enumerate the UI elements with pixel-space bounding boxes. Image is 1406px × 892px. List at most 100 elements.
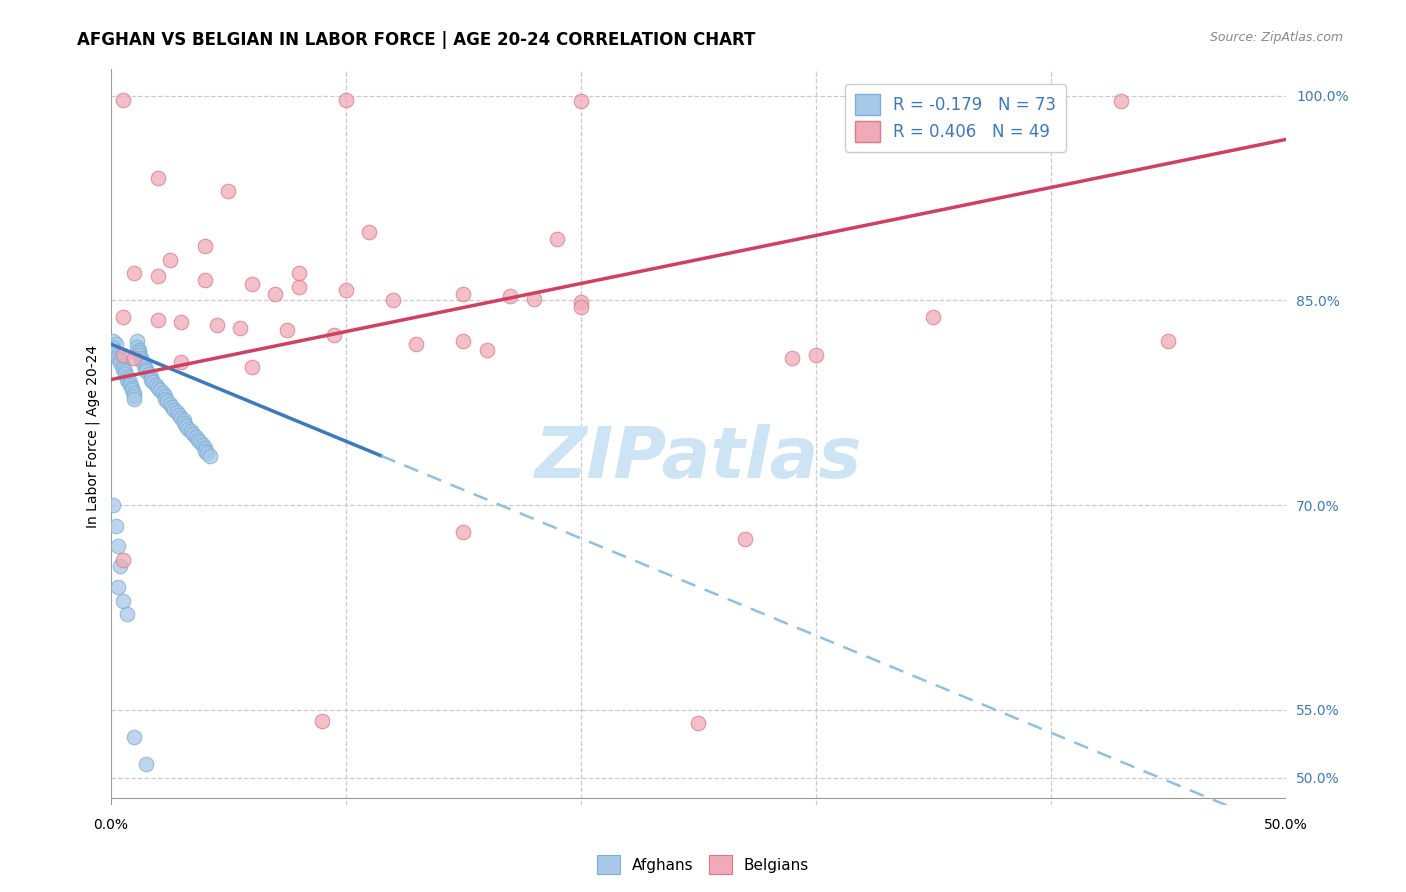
Point — [153, 392, 176, 406]
Point — [132, 359, 155, 373]
Point — [240, 360, 263, 375]
Point — [170, 355, 193, 369]
Point — [335, 283, 357, 297]
Point — [111, 310, 134, 324]
Point — [195, 446, 218, 460]
Point — [240, 277, 263, 291]
Point — [523, 292, 546, 306]
Point — [110, 353, 132, 368]
Point — [170, 315, 193, 329]
Point — [125, 340, 148, 354]
Y-axis label: In Labor Force | Age 20-24: In Labor Force | Age 20-24 — [86, 345, 100, 528]
Point — [139, 369, 162, 384]
Point — [117, 369, 139, 384]
Point — [160, 400, 183, 414]
Point — [131, 351, 153, 365]
Point — [152, 386, 174, 401]
Point — [131, 353, 153, 368]
Point — [804, 348, 827, 362]
Point — [1157, 334, 1180, 349]
Point — [184, 430, 207, 444]
Point — [499, 289, 522, 303]
Point — [166, 405, 188, 419]
Point — [111, 361, 134, 376]
Point — [194, 273, 217, 287]
Point — [194, 443, 217, 458]
Point — [135, 757, 157, 772]
Point — [288, 280, 311, 294]
Point — [124, 386, 146, 401]
Text: AFGHAN VS BELGIAN IN LABOR FORCE | AGE 20-24 CORRELATION CHART: AFGHAN VS BELGIAN IN LABOR FORCE | AGE 2… — [77, 31, 755, 49]
Point — [453, 334, 475, 349]
Point — [405, 337, 427, 351]
Point — [475, 343, 498, 357]
Point — [198, 449, 221, 463]
Point — [135, 364, 157, 378]
Point — [264, 286, 287, 301]
Point — [145, 378, 167, 392]
Point — [174, 419, 197, 434]
Point — [146, 170, 169, 185]
Point — [103, 341, 125, 355]
Point — [359, 225, 381, 239]
Point — [107, 539, 129, 553]
Point — [335, 93, 357, 107]
Point — [135, 361, 157, 376]
Text: Source: ZipAtlas.com: Source: ZipAtlas.com — [1209, 31, 1343, 45]
Point — [381, 293, 404, 308]
Point — [453, 286, 475, 301]
Point — [688, 716, 710, 731]
Point — [121, 381, 143, 395]
Point — [546, 232, 568, 246]
Point — [170, 410, 193, 425]
Point — [138, 367, 160, 381]
Point — [569, 95, 592, 109]
Point — [107, 580, 129, 594]
Point — [104, 337, 127, 351]
Point — [128, 343, 150, 357]
Point — [107, 348, 129, 362]
Point — [111, 93, 134, 107]
Point — [107, 351, 129, 365]
Point — [111, 552, 134, 566]
Point — [288, 266, 311, 280]
Point — [125, 334, 148, 349]
Point — [734, 532, 756, 546]
Point — [453, 525, 475, 540]
Point — [187, 433, 209, 447]
Point — [922, 310, 945, 324]
Point — [149, 384, 172, 398]
Point — [110, 559, 132, 574]
Point — [159, 397, 181, 411]
Point — [153, 389, 176, 403]
Point — [146, 381, 169, 395]
Point — [323, 327, 346, 342]
Point — [128, 345, 150, 359]
Point — [181, 427, 204, 442]
Point — [114, 364, 136, 378]
Point — [111, 359, 134, 373]
Point — [124, 389, 146, 403]
Text: ZIPatlas: ZIPatlas — [534, 425, 862, 493]
Point — [173, 416, 195, 430]
Point — [146, 268, 169, 283]
Point — [103, 334, 125, 349]
Point — [569, 294, 592, 309]
Point — [191, 438, 214, 452]
Point — [142, 376, 165, 390]
Point — [173, 413, 195, 427]
Legend: R = -0.179   N = 73, R = 0.406   N = 49: R = -0.179 N = 73, R = 0.406 N = 49 — [845, 84, 1066, 152]
Point — [852, 93, 875, 107]
Point — [111, 348, 134, 362]
Point — [104, 345, 127, 359]
Legend: Afghans, Belgians: Afghans, Belgians — [591, 849, 815, 880]
Point — [121, 384, 143, 398]
Point — [117, 373, 139, 387]
Point — [163, 402, 186, 417]
Point — [132, 356, 155, 370]
Point — [139, 373, 162, 387]
Point — [128, 348, 150, 362]
Point — [194, 441, 217, 455]
Point — [104, 518, 127, 533]
Point — [110, 356, 132, 370]
